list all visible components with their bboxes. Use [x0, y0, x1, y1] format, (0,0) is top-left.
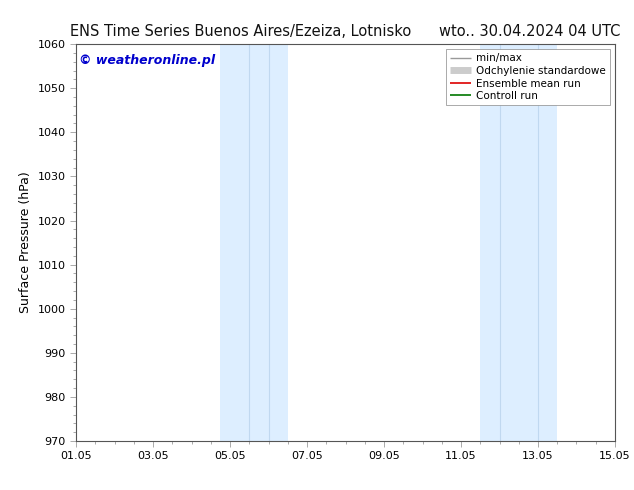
Title: ENS Time Series Buenos Aires/Ezeiza, Lotnisko      wto.. 30.04.2024 04 UTC: ENS Time Series Buenos Aires/Ezeiza, Lot… [70, 24, 621, 39]
Y-axis label: Surface Pressure (hPa): Surface Pressure (hPa) [19, 172, 32, 314]
Bar [480, 44, 557, 441]
Text: © weatheronline.pl: © weatheronline.pl [79, 54, 215, 67]
Bar [221, 44, 288, 441]
Legend: min/max, Odchylenie standardowe, Ensemble mean run, Controll run: min/max, Odchylenie standardowe, Ensembl… [446, 49, 610, 105]
